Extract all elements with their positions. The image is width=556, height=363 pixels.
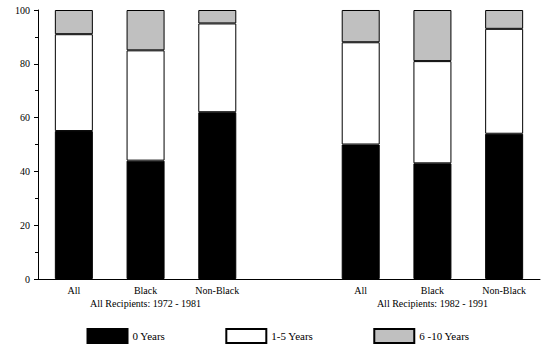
svg-text:All Recipients: 1982 - 1991: All Recipients: 1982 - 1991: [377, 298, 488, 309]
svg-text:All Recipients: 1972 - 1981: All Recipients: 1972 - 1981: [90, 298, 201, 309]
svg-text:1-5 Years: 1-5 Years: [271, 330, 313, 342]
svg-text:Non-Black: Non-Black: [195, 285, 239, 296]
svg-text:Black: Black: [421, 285, 444, 296]
svg-text:100: 100: [15, 5, 30, 16]
svg-text:Black: Black: [134, 285, 157, 296]
svg-text:40: 40: [20, 166, 30, 177]
svg-text:All: All: [354, 285, 367, 296]
svg-text:0 Years: 0 Years: [133, 330, 165, 342]
svg-text:80: 80: [20, 58, 30, 69]
svg-text:All: All: [67, 285, 80, 296]
svg-text:60: 60: [20, 112, 30, 123]
svg-text:0: 0: [25, 274, 30, 285]
svg-text:6 -10 Years: 6 -10 Years: [419, 330, 469, 342]
svg-text:Non-Black: Non-Black: [482, 285, 526, 296]
svg-text:20: 20: [20, 220, 30, 231]
